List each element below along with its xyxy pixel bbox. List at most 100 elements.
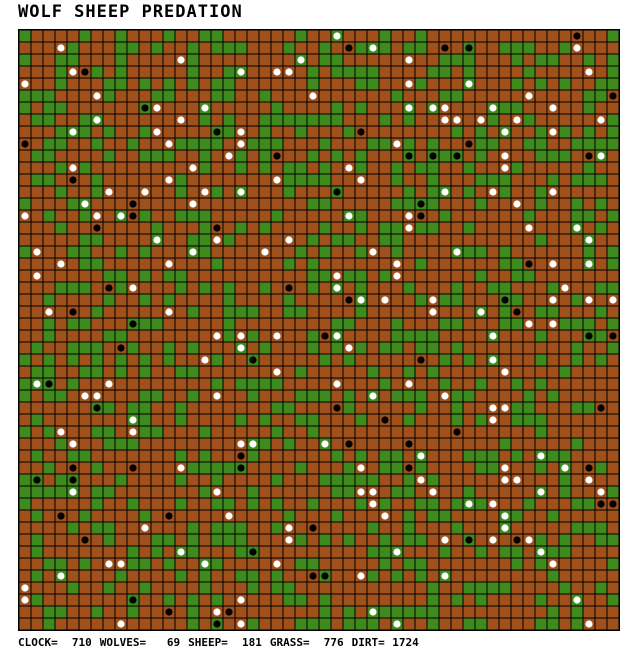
grass-patch	[390, 341, 404, 355]
dirt-patch	[30, 185, 44, 199]
grass-patch	[450, 317, 464, 331]
dirt-patch	[426, 413, 440, 427]
dirt-patch	[78, 377, 92, 391]
grass-patch	[90, 233, 104, 247]
dirt-patch	[162, 209, 176, 223]
dirt-patch	[222, 221, 236, 235]
dirt-patch	[54, 149, 68, 163]
dirt-patch	[594, 413, 608, 427]
dirt-patch	[570, 269, 584, 283]
dirt-patch	[498, 605, 512, 619]
dirt-patch	[126, 485, 140, 499]
dirt-patch	[198, 317, 212, 331]
grass-patch	[102, 401, 116, 415]
dirt-patch	[366, 377, 380, 391]
dirt-patch	[582, 485, 596, 499]
dirt-patch	[126, 353, 140, 367]
dirt-patch	[114, 413, 128, 427]
dirt-patch	[534, 437, 548, 451]
dirt-patch	[546, 425, 560, 439]
dirt-patch	[414, 425, 428, 439]
dirt-patch	[174, 161, 188, 175]
dirt-patch	[390, 377, 404, 391]
dirt-patch	[366, 269, 380, 283]
grass-patch	[474, 581, 488, 595]
dirt-patch	[306, 581, 320, 595]
grass-patch	[474, 149, 488, 163]
grass-patch	[414, 389, 428, 403]
dirt-patch	[270, 233, 284, 247]
grass-patch	[534, 413, 548, 427]
dirt-patch	[570, 89, 584, 103]
grass-patch	[30, 113, 44, 127]
grass-patch	[162, 533, 176, 547]
dirt-patch	[270, 221, 284, 235]
wolf-agent	[285, 284, 293, 292]
dirt-patch	[570, 161, 584, 175]
dirt-patch	[438, 581, 452, 595]
dirt-patch	[354, 113, 368, 127]
dirt-patch	[318, 449, 332, 463]
grass-patch	[582, 401, 596, 415]
dirt-patch	[378, 317, 392, 331]
dirt-patch	[522, 593, 536, 607]
dirt-patch	[606, 461, 620, 475]
dirt-patch	[378, 353, 392, 367]
dirt-patch	[486, 593, 500, 607]
dirt-patch	[294, 281, 308, 295]
dirt-patch	[90, 617, 104, 631]
dirt-patch	[198, 89, 212, 103]
grass-patch	[186, 77, 200, 91]
dirt-patch	[162, 41, 176, 55]
dirt-patch	[402, 617, 416, 631]
grass-patch	[426, 137, 440, 151]
dirt-patch	[30, 425, 44, 439]
dirt-patch	[462, 473, 476, 487]
dirt-patch	[354, 233, 368, 247]
dirt-patch	[258, 41, 272, 55]
dirt-patch	[510, 569, 524, 583]
dirt-patch	[222, 173, 236, 187]
grass-patch	[42, 149, 56, 163]
dirt-patch	[282, 365, 296, 379]
grass-patch	[222, 461, 236, 475]
grass-patch	[234, 305, 248, 319]
grass-patch	[282, 509, 296, 523]
dirt-patch	[162, 185, 176, 199]
dirt-patch	[558, 593, 572, 607]
grass-patch	[570, 401, 584, 415]
dirt-patch	[294, 497, 308, 511]
wolf-agent	[69, 176, 77, 184]
dirt-patch	[318, 317, 332, 331]
grass-patch	[522, 401, 536, 415]
grass-patch	[66, 377, 80, 391]
grass-patch	[522, 41, 536, 55]
sheep-agent	[273, 68, 281, 76]
dirt-patch	[306, 593, 320, 607]
dirt-patch	[150, 617, 164, 631]
dirt-patch	[486, 257, 500, 271]
dirt-patch	[546, 41, 560, 55]
dirt-patch	[138, 617, 152, 631]
wolf-agent	[333, 188, 341, 196]
dirt-patch	[390, 281, 404, 295]
dirt-patch	[450, 65, 464, 79]
dirt-patch	[498, 353, 512, 367]
dirt-patch	[486, 125, 500, 139]
dirt-patch	[162, 413, 176, 427]
dirt-patch	[462, 557, 476, 571]
dirt-patch	[114, 485, 128, 499]
sheep-agent	[273, 176, 281, 184]
dirt-patch	[342, 497, 356, 511]
grass-patch	[270, 401, 284, 415]
dirt-patch	[582, 569, 596, 583]
dirt-patch	[354, 365, 368, 379]
dirt-patch	[258, 521, 272, 535]
dirt-patch	[378, 305, 392, 319]
dirt-patch	[450, 329, 464, 343]
dirt-patch	[102, 317, 116, 331]
grass-patch	[258, 341, 272, 355]
dirt-patch	[450, 461, 464, 475]
dirt-patch	[522, 449, 536, 463]
dirt-patch	[90, 581, 104, 595]
